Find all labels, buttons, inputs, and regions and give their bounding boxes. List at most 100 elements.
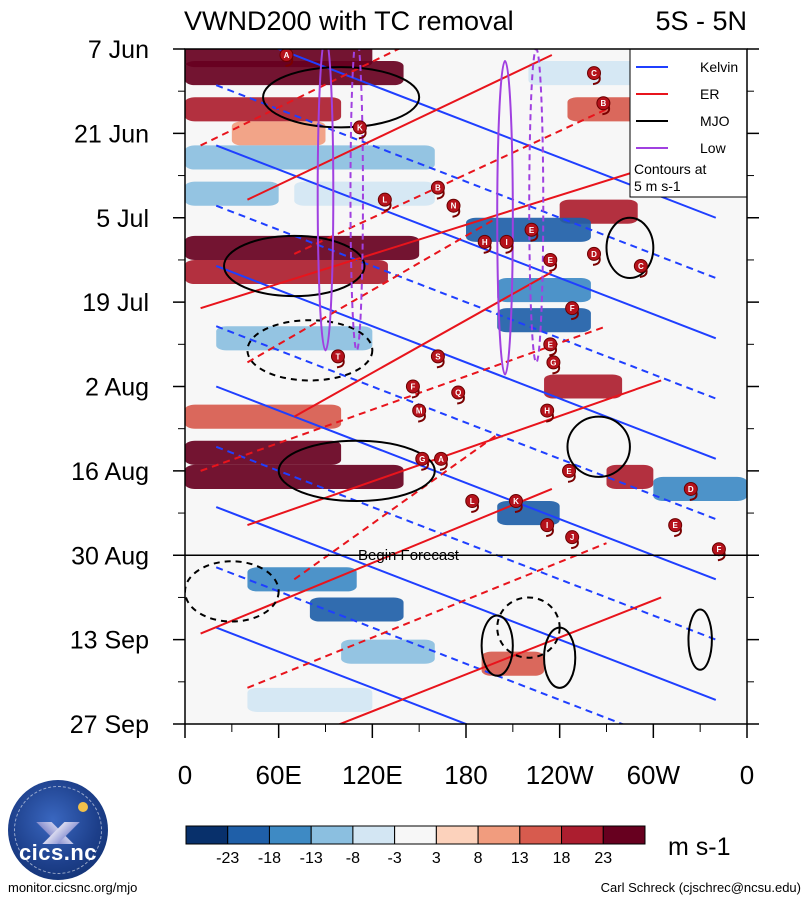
shading-band-21 — [653, 476, 747, 502]
er-contour-9 — [200, 488, 553, 635]
tc-marker-dot-17 — [546, 355, 561, 370]
tc-marker-dot-15 — [330, 349, 345, 364]
shading-band-11 — [185, 235, 420, 260]
footer-url[interactable]: monitor.cicsnc.org/mjo — [8, 880, 138, 895]
shading-band-20 — [606, 464, 654, 489]
tc-marker-24: E — [562, 463, 577, 483]
shading-band-15 — [216, 326, 373, 351]
tc-marker-dot-1 — [587, 66, 602, 81]
tc-marker-dot-21 — [540, 403, 555, 418]
colorbar-tick-label-4: -3 — [388, 850, 402, 867]
kelvin-contour-10 — [215, 626, 469, 724]
tc-marker-label-6: N — [451, 202, 457, 211]
kelvin-contour-8 — [215, 506, 717, 701]
y-tick-label-1: 21 Jun — [74, 120, 149, 148]
tc-marker-label-27: K — [513, 497, 519, 506]
tc-marker-27: K — [508, 494, 523, 514]
logo-mountains — [18, 822, 98, 844]
y-tick-label-7: 13 Sep — [70, 627, 149, 655]
tc-marker-dot-29 — [668, 518, 683, 533]
tc-marker-20: M — [412, 403, 427, 423]
tc-marker-label-4: B — [435, 184, 441, 193]
er-contour-0 — [200, 49, 401, 147]
colorbar-swatch-0 — [185, 825, 229, 845]
legend-label-low: Low — [700, 140, 727, 156]
tc-marker-label-28: I — [546, 521, 548, 530]
shading-band-16 — [544, 374, 623, 399]
tc-marker-label-11: E — [548, 256, 554, 265]
tc-marker-0: A — [279, 49, 294, 68]
plot-area: A C B K B L N E H I D E C F E T S G F Q M H G A E D L K I E J F — [185, 49, 747, 724]
contour-layer — [185, 49, 717, 724]
tc-marker-1: C — [587, 66, 602, 86]
x-tick-label-3: 180 — [444, 760, 487, 790]
tc-marker-13: F — [565, 301, 580, 321]
shading-band-5 — [231, 121, 326, 146]
tc-marker-dot-4 — [430, 180, 445, 195]
shading-band-24 — [309, 597, 404, 622]
colorbar-swatch-2 — [268, 825, 312, 845]
logo-sun — [78, 802, 88, 812]
tc-marker-dot-3 — [352, 120, 367, 135]
tc-marker-3: K — [352, 120, 367, 140]
legend-box — [629, 48, 748, 198]
colorbar-tick-label-0: -23 — [216, 850, 239, 867]
low-contour-2 — [496, 60, 514, 376]
x-tick-label-5: 60W — [627, 760, 681, 790]
colorbar-swatch-4 — [352, 825, 396, 845]
colorbar-tick-label-3: -8 — [346, 850, 360, 867]
tc-marker-dot-24 — [562, 463, 577, 478]
tc-marker-19: Q — [451, 385, 466, 405]
footer-author: Carl Schreck (cjschrec@ncsu.edu) — [600, 880, 801, 895]
tc-marker-dot-28 — [540, 518, 555, 533]
x-tick-label-1: 60E — [256, 760, 302, 790]
legend-note-line2: 5 m s-1 — [634, 178, 681, 194]
y-tick-label-0: 7 Jun — [88, 36, 149, 64]
kelvin-contour-7 — [215, 445, 717, 641]
shading-layer — [185, 49, 747, 712]
shading-band-19 — [185, 464, 404, 489]
mjo-contour-3 — [277, 439, 436, 503]
tc-marker-label-12: C — [638, 262, 644, 271]
shading-band-7 — [185, 181, 279, 206]
y-tick-label-4: 2 Aug — [85, 374, 149, 402]
tc-marker-label-14: E — [548, 340, 554, 349]
kelvin-contour-9 — [215, 566, 625, 724]
kelvin-contour-3 — [215, 204, 717, 400]
shading-band-8 — [294, 181, 435, 206]
kelvin-contour-2 — [215, 144, 717, 340]
colorbar-tick-label-7: 13 — [511, 850, 529, 867]
tc-marker-28: I — [540, 518, 555, 538]
colorbar: -23 -18 -13 -8 -3 3 8 13 18 23 — [185, 825, 646, 867]
tc-marker-dot-6 — [446, 198, 461, 213]
shading-band-23 — [247, 567, 357, 592]
tc-marker-dot-30 — [565, 530, 580, 545]
shading-band-14 — [497, 308, 591, 333]
tc-marker-label-3: K — [357, 123, 363, 132]
shading-band-27 — [247, 687, 373, 712]
tc-marker-14: E — [543, 337, 558, 357]
x-tick-label-4: 120W — [526, 760, 594, 790]
tc-marker-7: E — [524, 222, 539, 242]
er-contour-10 — [247, 542, 607, 689]
tc-marker-11: E — [543, 252, 558, 272]
colorbar-tick-label-2: -13 — [300, 850, 323, 867]
tc-marker-dot-23 — [434, 451, 449, 466]
tc-marker-18: F — [405, 379, 420, 399]
kelvin-contour-5 — [215, 325, 717, 521]
tc-marker-dot-10 — [587, 246, 602, 261]
colorbar-swatch-1 — [227, 825, 270, 845]
mjo-contour-2 — [246, 319, 374, 382]
colorbar-tick-label-5: 3 — [432, 850, 441, 867]
logo-wordmark: cics.nc — [18, 840, 98, 865]
er-contour-3 — [200, 162, 662, 310]
tc-marker-dot-16 — [430, 349, 445, 364]
tc-marker-label-16: S — [435, 352, 441, 361]
chart-title: VWND200 with TC removal — [184, 6, 514, 36]
tc-marker-9: I — [499, 234, 514, 254]
mjo-contour-9 — [185, 560, 280, 623]
tc-marker-10: D — [587, 246, 602, 266]
y-tick-label-2: 5 Jul — [96, 205, 149, 233]
er-contour-2 — [293, 108, 607, 255]
cicsnc-logo: cics.nc — [8, 780, 108, 880]
